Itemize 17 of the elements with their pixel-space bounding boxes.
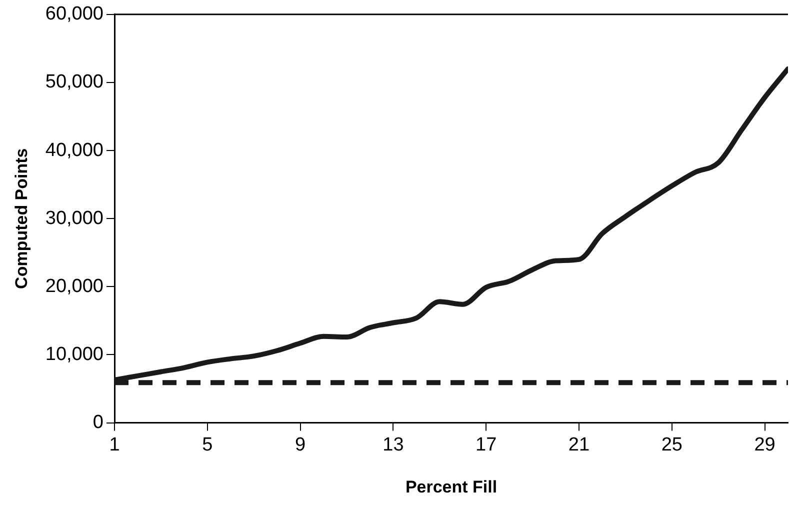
x-tick-label: 9 [295, 434, 306, 456]
x-tick-label: 5 [202, 434, 213, 456]
x-tick-label: 1 [109, 434, 120, 456]
y-tick-label: 40,000 [45, 140, 104, 161]
x-axis-title: Percent Fill [405, 477, 498, 496]
x-tick-label: 13 [382, 434, 404, 456]
x-tick-label: 25 [661, 434, 682, 456]
y-tick-label: 20,000 [45, 276, 104, 297]
x-tick-label: 17 [476, 434, 497, 456]
y-tick-label: 50,000 [45, 72, 104, 93]
y-tick-label: 0 [92, 412, 104, 434]
x-tick-label: 21 [568, 434, 590, 456]
y-tick-label: 30,000 [45, 208, 104, 229]
y-axis-title: Computed Points [12, 148, 31, 289]
x-tick-label: 29 [754, 434, 776, 456]
y-tick-label: 10,000 [45, 344, 104, 365]
y-tick-label: 60,000 [45, 4, 104, 25]
